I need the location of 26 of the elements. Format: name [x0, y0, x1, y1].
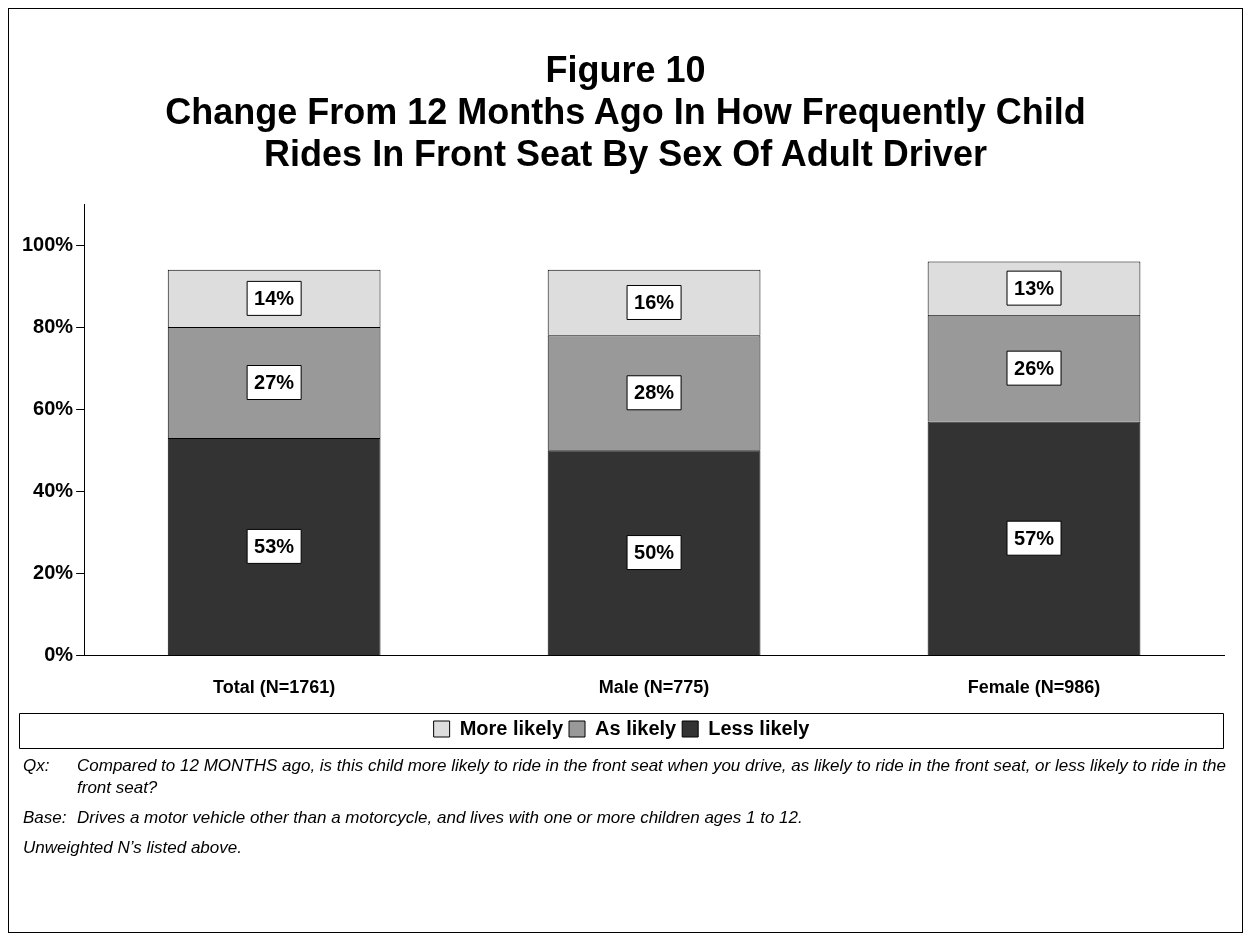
chart-title: Figure 10 — [544, 49, 707, 91]
text: 13% — [1014, 276, 1055, 299]
legend-label: Less likely — [708, 716, 811, 739]
text: Qx: Compared to 12 MONTHS ago, is this child more likely to ride in the front seat when you drive, as likely to ride in the front seat, or less likely to ride in the front seat? — [23, 756, 1226, 797]
legend-label: As likely — [595, 716, 678, 739]
text: 26% — [1014, 356, 1055, 379]
x-tick-label: Female (N=986) — [967, 677, 1101, 698]
y-tick-label: 80% — [33, 314, 74, 337]
y-tick-label: 0% — [44, 642, 74, 665]
y-tick-label: 100% — [22, 232, 74, 255]
x-tick-label: Total (N=1761) — [213, 677, 336, 698]
text: Base: Drives a motor vehicle other than a motorcycle, and lives with one or more children ages 1 to 12. — [23, 807, 803, 829]
text: Unweighted N’s listed above. — [23, 837, 242, 859]
legend-label: More likely — [459, 716, 564, 739]
y-tick-label: 40% — [33, 478, 74, 501]
text: 14% — [254, 286, 295, 309]
text: 50% — [634, 541, 675, 564]
y-tick-label: 60% — [33, 396, 74, 419]
text: 57% — [1014, 526, 1055, 549]
y-tick-label: 20% — [33, 560, 74, 583]
text: 53% — [254, 534, 295, 557]
text: 28% — [634, 381, 675, 404]
text: 16% — [634, 291, 675, 313]
x-tick-label: Male (N=775) — [598, 677, 710, 698]
chart-subtitle: Change From 12 Months Ago In How Frequently Child Rides In Front Seat By Sex Of Adult Driver — [164, 91, 1087, 175]
text: 27% — [254, 371, 295, 394]
